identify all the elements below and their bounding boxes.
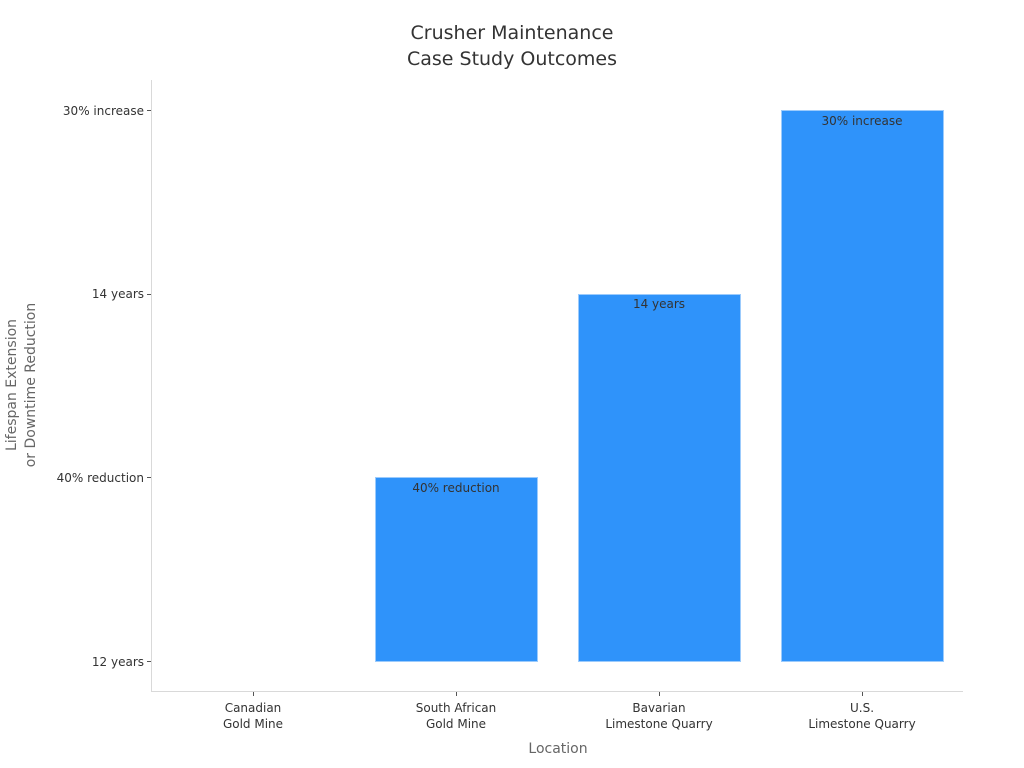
x-tick-label-line: Bavarian	[632, 701, 686, 715]
y-tick-label: 14 years	[91, 287, 144, 301]
bar-label-us: 30% increase	[821, 114, 903, 128]
chart-title: Crusher Maintenance Case Study Outcomes	[0, 20, 1024, 72]
x-tick-label-line: U.S.	[849, 701, 875, 715]
y-axis-label-text: Lifespan Extension or Downtime Reduction	[3, 303, 41, 468]
y-tick-label: 30% increase	[62, 104, 144, 118]
y-tick-label: 40% reduction	[56, 471, 144, 485]
x-tick-label-line: South African	[415, 701, 497, 715]
x-tick-label: South African Gold Mine	[356, 700, 556, 732]
y-axis-label-line: or Downtime Reduction	[23, 302, 39, 468]
x-tick-label: Canadian Gold Mine	[153, 700, 353, 732]
x-tick-label-line: Gold Mine	[222, 717, 284, 731]
x-tick-label-line: Limestone Quarry	[605, 717, 713, 731]
x-tick-label: U.S. Limestone Quarry	[762, 700, 962, 732]
bar-south-african-gold-mine[interactable]	[375, 477, 538, 662]
bar-label-south-african: 40% reduction	[412, 481, 500, 495]
chart-title-line-1: Crusher Maintenance	[410, 22, 614, 44]
bar-us-limestone-quarry[interactable]	[781, 110, 944, 662]
x-tick-label-line: Canadian	[224, 701, 282, 715]
y-axis-label-line: Lifespan Extension	[4, 318, 20, 452]
x-tick-label-line: Gold Mine	[425, 717, 487, 731]
chart-title-line-2: Case Study Outcomes	[406, 48, 618, 70]
x-tick-label: Bavarian Limestone Quarry	[559, 700, 759, 732]
bar-bavarian-limestone-quarry[interactable]	[578, 294, 741, 662]
x-axis-label: Location	[528, 741, 588, 757]
y-tick-label: 12 years	[91, 655, 144, 669]
x-tick-label-line: Limestone Quarry	[808, 717, 916, 731]
bar-label-bavarian: 14 years	[632, 297, 686, 311]
